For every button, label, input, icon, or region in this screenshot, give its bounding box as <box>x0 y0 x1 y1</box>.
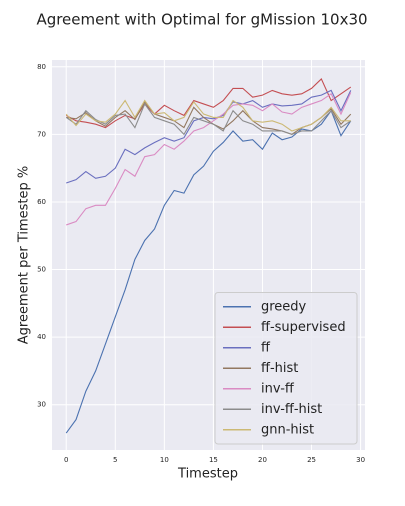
x-tick-label: 20 <box>258 456 267 464</box>
lines <box>65 77 352 434</box>
legend-label: ff-supervised <box>261 320 346 335</box>
x-tick-label: 10 <box>160 456 169 464</box>
y-tick-label: 70 <box>37 130 46 138</box>
legend-label: ff-hist <box>261 361 298 376</box>
series-line <box>65 99 351 132</box>
legend-label: inv-ff <box>261 381 295 396</box>
x-tick-label: 0 <box>64 456 68 464</box>
y-tick-label: 40 <box>37 333 46 341</box>
series-line <box>65 102 352 136</box>
legend-label: ff <box>261 340 271 355</box>
y-tick-label: 80 <box>37 63 46 71</box>
series-line <box>65 77 352 129</box>
legend-box <box>214 292 358 445</box>
legend-label: gnn-hist <box>261 422 314 437</box>
x-tick-label: 5 <box>113 456 117 464</box>
chart-title: Agreement with Optimal for gMission 10x3… <box>36 11 367 29</box>
x-tick-label: 30 <box>356 456 365 464</box>
series-line <box>66 92 352 226</box>
y-axis-label: Agreement per Timestep % <box>17 166 32 344</box>
y-tick-label: 50 <box>37 266 46 274</box>
x-tick-label: 25 <box>307 456 316 464</box>
legend-label: inv-ff-hist <box>261 402 322 417</box>
series-line <box>66 89 352 184</box>
x-tick-label: 15 <box>209 456 218 464</box>
x-axis-label: Timestep <box>177 467 238 482</box>
series-line <box>65 109 352 434</box>
y-tick-label: 30 <box>37 401 46 409</box>
legend: greedy ff-supervised ff ff-hist inv-ff inv-ff… <box>214 292 358 445</box>
legend-label: greedy <box>261 299 307 314</box>
y-tick-label: 60 <box>37 198 46 206</box>
